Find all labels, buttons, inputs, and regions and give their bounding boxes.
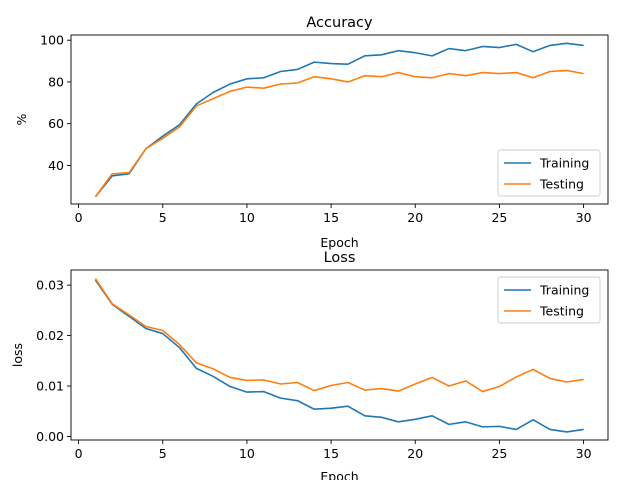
y-tick-label: 60 bbox=[48, 116, 64, 131]
series-line-training bbox=[94, 279, 584, 433]
x-axis-label: Epoch bbox=[320, 235, 358, 250]
x-tick-label: 15 bbox=[323, 210, 339, 225]
legend-label: Testing bbox=[539, 304, 584, 319]
x-tick-label: 20 bbox=[407, 446, 423, 461]
x-tick-label: 0 bbox=[75, 210, 83, 225]
y-axis-label: % bbox=[14, 113, 29, 125]
y-tick-label: 0.00 bbox=[36, 429, 64, 444]
y-axis-label: loss bbox=[10, 343, 25, 367]
legend: Training Testing bbox=[497, 149, 601, 197]
x-tick-label: 5 bbox=[159, 446, 167, 461]
series-line-training bbox=[94, 42, 584, 198]
x-tick-label: 10 bbox=[239, 446, 255, 461]
plot-frame bbox=[70, 34, 609, 205]
series-line-testing bbox=[94, 278, 584, 393]
x-axis-label: Epoch bbox=[320, 469, 358, 480]
chart-title: Accuracy bbox=[306, 15, 373, 31]
y-tick-label: 0.02 bbox=[36, 328, 64, 343]
chart-title: Loss bbox=[324, 250, 356, 266]
x-tick-label: 25 bbox=[491, 446, 507, 461]
chart-loss: Loss 0 5 10 15 20 25 30 0.00 0.01 0.02 0.03 Epoch los… bbox=[10, 250, 609, 480]
legend-label: Training bbox=[539, 283, 589, 298]
x-tick-label: 30 bbox=[576, 446, 592, 461]
chart-accuracy: Accuracy 0 5 10 15 20 25 30 40 60 80 100 Epoch% Train… bbox=[14, 15, 609, 250]
plot-frame bbox=[70, 269, 609, 441]
y-tick-label: 100 bbox=[40, 33, 64, 48]
x-tick-label: 25 bbox=[491, 210, 507, 225]
y-tick-label: 80 bbox=[48, 74, 64, 89]
y-tick-label: 40 bbox=[48, 158, 64, 173]
y-tick-label: 0.03 bbox=[36, 278, 64, 293]
x-tick-label: 15 bbox=[323, 446, 339, 461]
legend-label: Training bbox=[539, 156, 589, 171]
x-tick-label: 30 bbox=[576, 210, 592, 225]
x-tick-label: 20 bbox=[407, 210, 423, 225]
legend-label: Testing bbox=[539, 177, 584, 192]
x-tick-label: 5 bbox=[159, 210, 167, 225]
series-line-testing bbox=[94, 69, 584, 198]
x-tick-label: 10 bbox=[239, 210, 255, 225]
y-tick-label: 0.01 bbox=[36, 379, 64, 394]
legend: Training Testing bbox=[497, 276, 601, 324]
x-tick-label: 0 bbox=[75, 446, 83, 461]
